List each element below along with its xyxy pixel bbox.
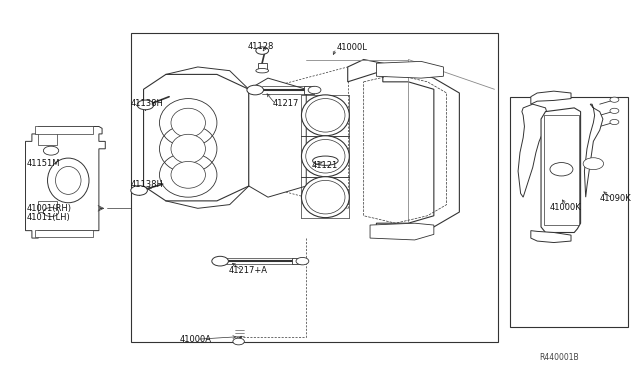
Ellipse shape: [301, 136, 349, 177]
Text: 41121: 41121: [311, 161, 337, 170]
Polygon shape: [376, 61, 444, 78]
Ellipse shape: [171, 161, 205, 188]
Polygon shape: [531, 231, 571, 243]
Circle shape: [44, 208, 59, 217]
Text: 41011(LH): 41011(LH): [27, 213, 70, 222]
Ellipse shape: [301, 177, 349, 218]
Circle shape: [296, 257, 308, 265]
Polygon shape: [35, 230, 93, 237]
Polygon shape: [584, 104, 603, 197]
Polygon shape: [249, 78, 307, 197]
Polygon shape: [292, 258, 302, 264]
Bar: [511, 97, 628, 327]
Circle shape: [247, 85, 264, 95]
Text: 41000K: 41000K: [550, 203, 582, 212]
Polygon shape: [38, 201, 58, 212]
Ellipse shape: [171, 134, 205, 163]
Circle shape: [308, 86, 321, 94]
Circle shape: [583, 158, 604, 170]
Text: 41000L: 41000L: [336, 43, 367, 52]
Ellipse shape: [171, 108, 205, 137]
Polygon shape: [370, 223, 434, 240]
Polygon shape: [26, 126, 105, 238]
Polygon shape: [541, 108, 580, 232]
Ellipse shape: [56, 167, 81, 194]
Ellipse shape: [47, 158, 89, 203]
Polygon shape: [531, 91, 571, 104]
Polygon shape: [305, 86, 314, 94]
Polygon shape: [258, 63, 267, 71]
Polygon shape: [35, 126, 93, 134]
Text: R440001B: R440001B: [539, 353, 579, 362]
Ellipse shape: [256, 68, 269, 73]
Bar: [131, 33, 498, 342]
Circle shape: [212, 256, 228, 266]
Circle shape: [610, 119, 619, 125]
Circle shape: [233, 338, 244, 345]
Text: 41138H: 41138H: [130, 180, 163, 189]
Circle shape: [610, 108, 619, 113]
Circle shape: [137, 100, 154, 110]
Text: 41217+A: 41217+A: [228, 266, 268, 275]
Text: 41138H: 41138H: [130, 99, 163, 108]
Polygon shape: [348, 60, 460, 238]
Polygon shape: [518, 104, 548, 197]
Circle shape: [44, 146, 59, 155]
Text: 41151M: 41151M: [27, 159, 60, 168]
Text: 41217: 41217: [273, 99, 299, 108]
Text: 41000A: 41000A: [180, 335, 212, 344]
Circle shape: [256, 47, 269, 54]
Polygon shape: [143, 74, 249, 201]
Circle shape: [610, 97, 619, 102]
Text: 41090K: 41090K: [600, 194, 632, 203]
Text: 41001(RH): 41001(RH): [27, 204, 72, 213]
Circle shape: [550, 163, 573, 176]
Polygon shape: [38, 132, 58, 145]
Circle shape: [131, 186, 147, 195]
Polygon shape: [543, 115, 579, 225]
Ellipse shape: [301, 95, 349, 136]
Text: 41128: 41128: [248, 42, 274, 51]
